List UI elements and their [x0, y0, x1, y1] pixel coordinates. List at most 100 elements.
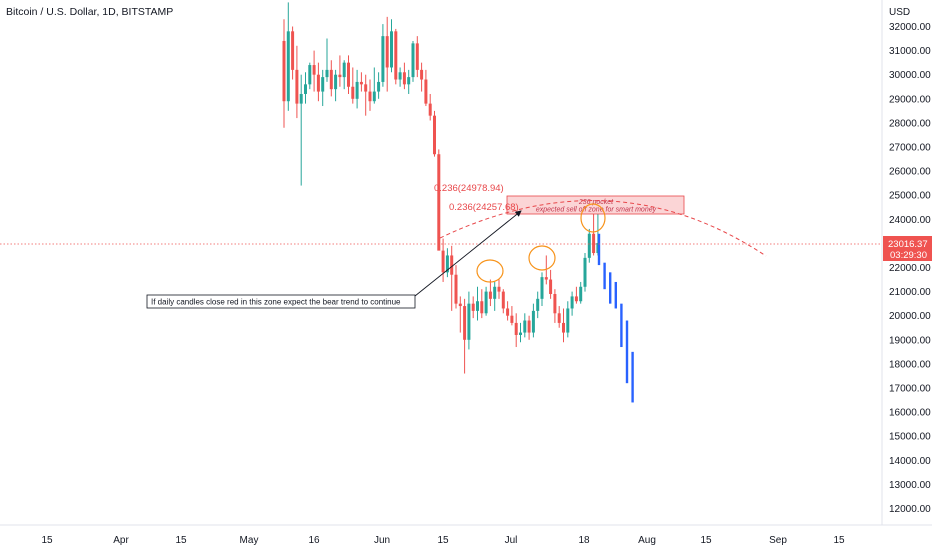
candle[interactable] — [484, 286, 488, 316]
candle[interactable] — [428, 93, 432, 121]
candle[interactable] — [574, 286, 578, 304]
candle[interactable] — [286, 2, 290, 111]
candle[interactable] — [299, 74, 303, 186]
candle[interactable] — [402, 62, 406, 90]
candle[interactable] — [553, 289, 557, 323]
projection-arc[interactable] — [439, 200, 767, 257]
candle-body — [519, 332, 522, 335]
candle[interactable] — [587, 228, 591, 263]
highlight-circle-1[interactable] — [476, 259, 504, 283]
pocket-zone[interactable] — [506, 195, 685, 215]
highlight-circle-3[interactable] — [580, 203, 606, 233]
candle[interactable] — [579, 281, 583, 304]
note-arrow[interactable] — [414, 210, 522, 297]
candle[interactable] — [411, 40, 415, 82]
candle[interactable] — [519, 322, 522, 343]
candle[interactable] — [372, 67, 376, 104]
candle[interactable] — [325, 38, 329, 82]
candle[interactable] — [321, 69, 325, 107]
candle[interactable] — [368, 79, 372, 111]
candle-body — [347, 62, 350, 87]
candle[interactable] — [506, 301, 510, 321]
candle[interactable] — [291, 26, 295, 80]
candle[interactable] — [437, 149, 441, 251]
candle[interactable] — [488, 279, 492, 307]
price-tick-label: 32000.00 — [889, 22, 931, 33]
candle[interactable] — [570, 291, 574, 316]
candle[interactable] — [480, 289, 484, 319]
candle-body — [587, 233, 591, 258]
time-tick-label: Jun — [374, 535, 390, 546]
candle[interactable] — [282, 19, 286, 128]
candle[interactable] — [501, 289, 505, 314]
note-box[interactable] — [146, 294, 416, 309]
candle[interactable] — [407, 69, 411, 94]
candle[interactable] — [510, 306, 514, 326]
candle[interactable] — [347, 55, 350, 94]
candle[interactable] — [364, 74, 368, 116]
candle[interactable] — [493, 281, 497, 311]
candle[interactable] — [523, 313, 527, 338]
candle[interactable] — [566, 301, 570, 338]
highlight-circle-2[interactable] — [528, 245, 556, 271]
candle[interactable] — [463, 298, 467, 374]
candle-body — [304, 84, 307, 94]
candle[interactable] — [308, 62, 312, 90]
candle[interactable] — [390, 19, 393, 73]
candle[interactable] — [420, 62, 424, 92]
candle[interactable] — [476, 286, 479, 321]
candle[interactable] — [377, 72, 381, 99]
candle[interactable] — [592, 212, 596, 256]
candle[interactable] — [531, 303, 535, 338]
candle[interactable] — [445, 248, 449, 278]
price-tick-label: 18000.00 — [889, 359, 931, 370]
candle[interactable] — [359, 72, 363, 92]
candle[interactable] — [334, 69, 338, 102]
candle[interactable] — [295, 45, 299, 119]
candle[interactable] — [316, 62, 320, 102]
candle[interactable] — [381, 24, 385, 87]
candle[interactable] — [329, 60, 333, 97]
candle[interactable] — [351, 67, 355, 104]
candle[interactable] — [467, 291, 471, 350]
price-tick-label: 26000.00 — [889, 167, 931, 178]
candle[interactable] — [338, 55, 342, 87]
candle[interactable] — [304, 72, 307, 104]
candle[interactable] — [527, 315, 531, 340]
candle[interactable] — [454, 265, 458, 309]
candle[interactable] — [450, 245, 454, 311]
candle[interactable] — [583, 253, 587, 292]
candle[interactable] — [415, 36, 419, 78]
price-tick-label: 19000.00 — [889, 335, 931, 346]
candle[interactable] — [540, 272, 544, 307]
candle[interactable] — [549, 269, 553, 299]
candle-body — [407, 77, 411, 85]
candle[interactable] — [471, 296, 475, 319]
candle[interactable] — [562, 308, 565, 343]
candle[interactable] — [394, 28, 398, 85]
time-tick-label: Aug — [638, 535, 656, 546]
candle-body — [557, 313, 561, 323]
candle-body — [377, 81, 381, 92]
price-tick-label: 21000.00 — [889, 287, 931, 298]
candle[interactable] — [312, 50, 316, 92]
candle[interactable] — [458, 296, 462, 333]
candle-body — [321, 77, 325, 92]
candle[interactable] — [342, 60, 346, 90]
candle[interactable] — [398, 67, 402, 87]
candle[interactable] — [355, 69, 359, 109]
candle[interactable] — [514, 313, 518, 348]
candle[interactable] — [557, 306, 561, 328]
pocket-label-bottom: expected sell off zone for smart money — [536, 207, 657, 214]
price-tick-label: 17000.00 — [889, 384, 931, 395]
candle[interactable] — [424, 69, 428, 107]
candle[interactable] — [441, 238, 445, 282]
candle[interactable] — [385, 16, 389, 92]
candle-body — [574, 296, 578, 302]
candle[interactable] — [497, 279, 501, 299]
candle[interactable] — [536, 291, 540, 319]
time-tick-label: 15 — [175, 535, 187, 546]
candle[interactable] — [433, 110, 436, 157]
